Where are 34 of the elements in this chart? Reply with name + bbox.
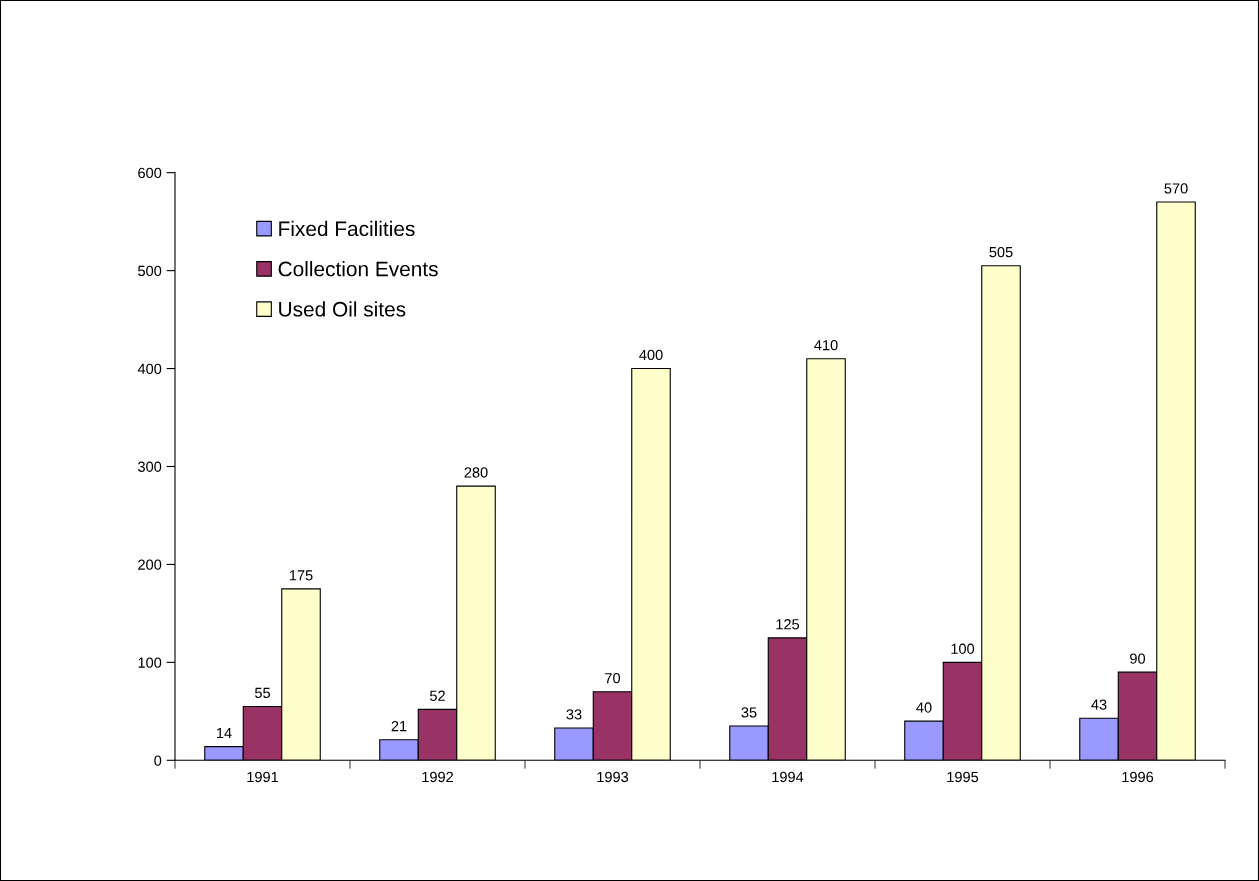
- x-tick-label: 1995: [947, 771, 979, 783]
- data-label: 21: [391, 720, 407, 732]
- y-tick-label: 500: [138, 265, 162, 277]
- data-label: 70: [605, 672, 621, 684]
- x-tick-label: 1992: [422, 771, 453, 783]
- data-label: 410: [814, 339, 838, 351]
- y-tick-label: 200: [138, 559, 162, 570]
- data-label: 280: [464, 467, 488, 478]
- y-tick-label: 100: [138, 657, 162, 668]
- y-tick-label: 0: [154, 755, 162, 766]
- data-label: 40: [916, 702, 932, 713]
- data-label: 505: [989, 246, 1013, 258]
- data-label: 100: [951, 643, 975, 654]
- x-tick-label: 1993: [597, 771, 629, 783]
- data-label: 52: [429, 690, 445, 701]
- y-tick-label: 600: [138, 167, 162, 179]
- data-label: 33: [566, 709, 582, 720]
- legend-label: Fixed Facilities: [279, 220, 415, 237]
- data-label: 400: [639, 349, 663, 361]
- data-label: 90: [1130, 653, 1146, 664]
- data-label: 570: [1164, 183, 1188, 194]
- data-label: 55: [254, 687, 270, 698]
- legend-label: Used Oil sites: [279, 301, 406, 317]
- y-tick-label: 400: [137, 363, 162, 374]
- x-tick-label: 1991: [247, 771, 279, 783]
- y-tick-label: 300: [138, 461, 162, 472]
- data-label: 125: [776, 619, 800, 630]
- data-label: 43: [1091, 699, 1107, 710]
- data-label: 35: [741, 707, 757, 718]
- x-tick-label: 1996: [1122, 771, 1154, 783]
- data-label: 14: [217, 727, 232, 739]
- legend-label: Collection Events: [278, 261, 438, 277]
- x-tick-label: 1994: [772, 771, 804, 783]
- data-label: 175: [289, 570, 313, 581]
